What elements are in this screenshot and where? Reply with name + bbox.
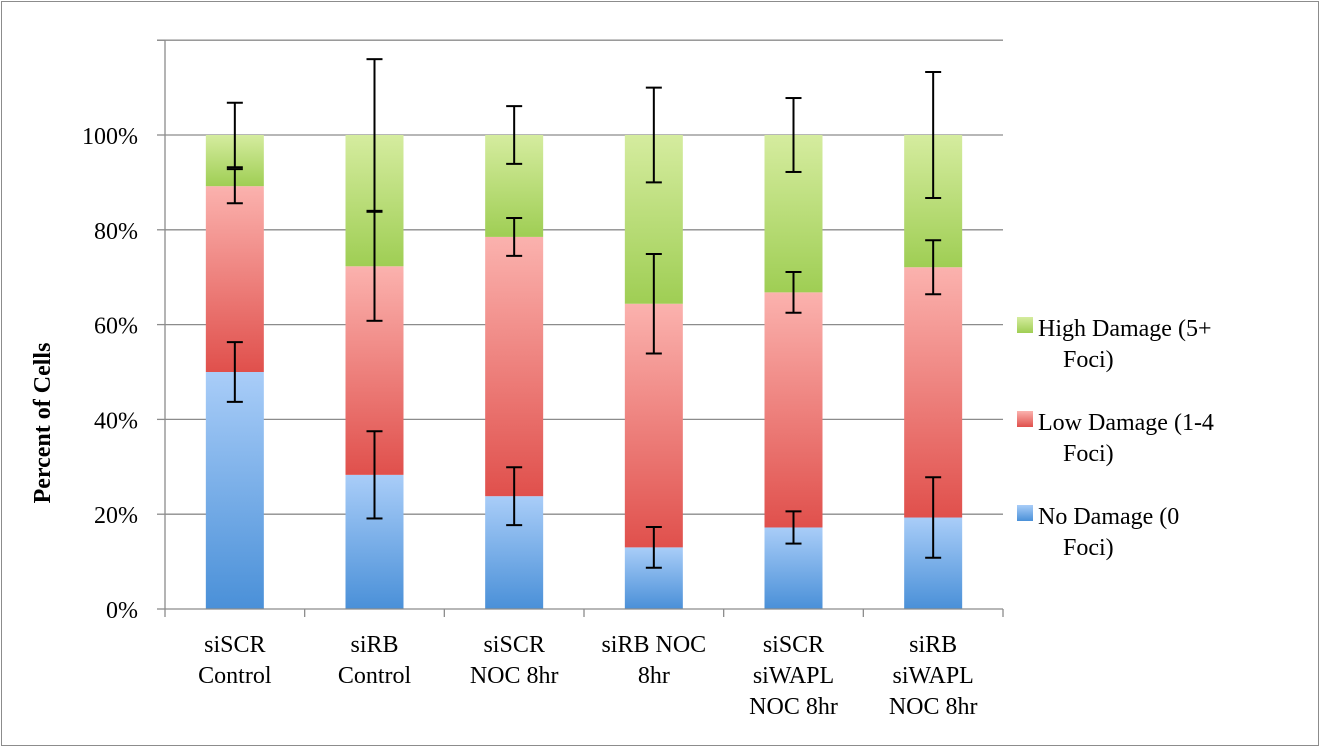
gridlines: [157, 39, 1003, 515]
x-tick-label-line: 8hr: [638, 663, 670, 689]
error-bars: [226, 58, 942, 569]
bar-segment: [485, 236, 544, 497]
bar-segment: [904, 267, 963, 518]
x-tick-label-line: Control: [338, 663, 412, 689]
x-tick-label: siRB NOC 8hr: [601, 632, 706, 689]
x-tick-label-line: siSCR: [483, 632, 544, 658]
y-tick-label: 40%: [94, 408, 138, 434]
legend-swatch: [1017, 317, 1033, 333]
x-tick-label-line: siWAPL: [892, 663, 973, 689]
x-tick-label-line: NOC 8hr: [470, 663, 559, 689]
x-tick-label-line: siSCR: [763, 632, 824, 658]
y-tick-label: 80%: [94, 219, 138, 245]
y-tick-label: 20%: [94, 503, 138, 529]
y-axis-title: Percent of Cells: [30, 343, 56, 504]
legend-label-line: Foci): [1063, 441, 1114, 467]
axes: 0% 20% 40% 60% 80% 100% siSCR Control siRB Contro…: [82, 39, 1004, 720]
x-tick-label: siSCR siWAPL NOC 8hr: [749, 632, 838, 720]
x-tick-label: siRB siWAPL NOC 8hr: [889, 632, 978, 720]
x-tick-label-line: NOC 8hr: [889, 694, 978, 720]
x-tick-label: siRB Control: [338, 632, 412, 689]
x-tick-label-line: siRB NOC: [601, 632, 706, 658]
bar-segment: [764, 292, 823, 528]
legend-label-line: No Damage (0: [1038, 504, 1179, 530]
legend-swatch: [1017, 411, 1033, 427]
legend-label: No Damage (0 Foci): [1038, 504, 1179, 561]
x-tick-label-line: siRB: [909, 632, 957, 658]
x-tick-label-line: NOC 8hr: [749, 694, 838, 720]
bar-segment: [205, 372, 264, 609]
y-tick-label: 60%: [94, 314, 138, 340]
y-tick-label: 0%: [106, 598, 138, 624]
legend-label: High Damage (5+ Foci): [1038, 316, 1211, 373]
y-tick-label: 100%: [82, 124, 138, 150]
x-tick-label: siSCR Control: [198, 632, 272, 689]
bars: [205, 135, 963, 609]
legend-label-line: High Damage (5+: [1038, 316, 1211, 342]
legend-label-line: Foci): [1063, 535, 1114, 561]
x-tick-label-line: siWAPL: [753, 663, 834, 689]
legend-label: Low Damage (1-4 Foci): [1038, 410, 1214, 467]
legend: High Damage (5+ Foci) Low Damage (1-4 Foci)…: [1017, 316, 1214, 561]
x-tick-label-line: Control: [198, 663, 272, 689]
bar-segment: [205, 186, 264, 372]
legend-label-line: Low Damage (1-4: [1038, 410, 1214, 436]
x-tick-label-line: siSCR: [204, 632, 265, 658]
legend-swatch: [1017, 505, 1033, 521]
x-tick-label-line: siRB: [350, 632, 398, 658]
legend-label-line: Foci): [1063, 347, 1114, 373]
x-tick-label: siSCR NOC 8hr: [470, 632, 559, 689]
